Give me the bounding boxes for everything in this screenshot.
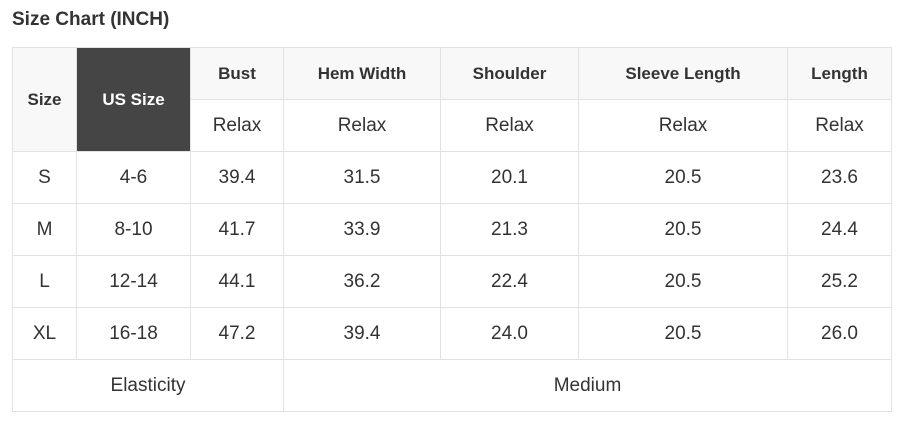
subheader-row: Relax Relax Relax Relax Relax — [13, 99, 892, 152]
elasticity-value: Medium — [283, 359, 892, 412]
table-cell: 41.7 — [190, 203, 284, 256]
table-cell: 39.4 — [190, 151, 284, 204]
table-cell: 20.5 — [578, 255, 788, 308]
header-shoulder: Shoulder — [440, 47, 579, 100]
header-bust: Bust — [190, 47, 284, 100]
header-size: Size — [12, 47, 77, 152]
table-cell: 20.1 — [440, 151, 579, 204]
table-cell: 24.0 — [440, 307, 579, 360]
subheader-cell: Relax — [578, 99, 788, 152]
subheader-cell: Relax — [190, 99, 284, 152]
table-cell: 44.1 — [190, 255, 284, 308]
size-chart-table: Size US Size Bust Hem Width Shoulder Sle… — [12, 47, 892, 412]
table-row: S 4-6 39.4 31.5 20.1 20.5 23.6 — [12, 151, 892, 204]
table-cell: 31.5 — [283, 151, 441, 204]
table-cell: 16-18 — [76, 307, 191, 360]
table-cell: 4-6 — [76, 151, 191, 204]
table-cell: 12-14 — [76, 255, 191, 308]
table-cell: 36.2 — [283, 255, 441, 308]
table-cell: 20.5 — [578, 151, 788, 204]
table-cell: L — [12, 255, 77, 308]
table-cell: 22.4 — [440, 255, 579, 308]
table-cell: 20.5 — [578, 307, 788, 360]
footer-row: Elasticity Medium — [12, 359, 892, 412]
table-row: M 8-10 41.7 33.9 21.3 20.5 24.4 — [12, 203, 892, 256]
table-cell: 23.6 — [787, 151, 892, 204]
subheader-cell: Relax — [440, 99, 579, 152]
table-cell: 21.3 — [440, 203, 579, 256]
table-cell: 33.9 — [283, 203, 441, 256]
table-cell: 8-10 — [76, 203, 191, 256]
table-cell: 47.2 — [190, 307, 284, 360]
elasticity-label: Elasticity — [12, 359, 284, 412]
table-cell: M — [12, 203, 77, 256]
table-cell: 24.4 — [787, 203, 892, 256]
table-cell: 26.0 — [787, 307, 892, 360]
table-cell: 25.2 — [787, 255, 892, 308]
table-cell: S — [12, 151, 77, 204]
table-cell: 20.5 — [578, 203, 788, 256]
header-hem-width: Hem Width — [283, 47, 441, 100]
header-length: Length — [787, 47, 892, 100]
table-cell: 39.4 — [283, 307, 441, 360]
table-row: XL 16-18 47.2 39.4 24.0 20.5 26.0 — [12, 307, 892, 360]
header-us-size: US Size — [76, 47, 191, 152]
header-row: Size US Size Bust Hem Width Shoulder Sle… — [12, 47, 892, 152]
table-cell: XL — [12, 307, 77, 360]
page-title: Size Chart (INCH) — [12, 9, 170, 30]
subheader-cell: Relax — [283, 99, 441, 152]
table-row: L 12-14 44.1 36.2 22.4 20.5 25.2 — [12, 255, 892, 308]
subheader-cell: Relax — [787, 99, 892, 152]
header-sleeve-length: Sleeve Length — [578, 47, 788, 100]
